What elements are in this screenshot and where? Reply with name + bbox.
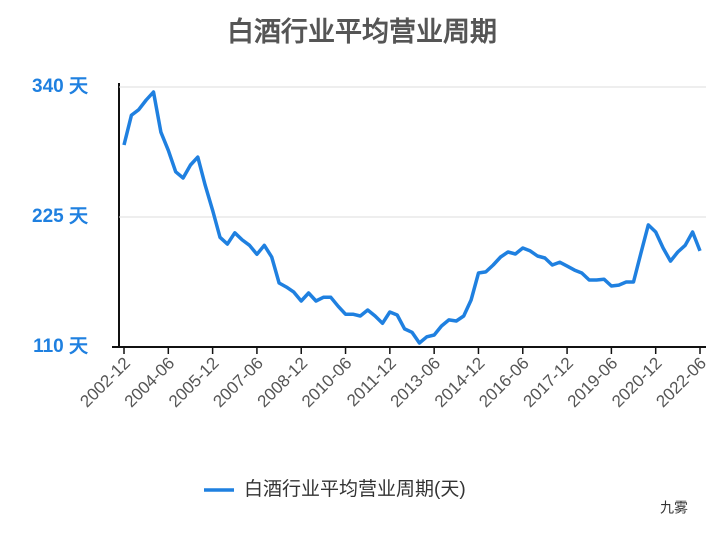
chart-title: 白酒行业平均营业周期 — [227, 16, 497, 47]
x-tick-label: 2022-06 — [652, 354, 710, 412]
legend-label: 白酒行业平均营业周期(天) — [244, 478, 466, 500]
y-tick-label: 110 天 — [33, 336, 89, 357]
data-line — [122, 90, 702, 345]
watermark: 九雾 — [660, 500, 688, 516]
x-tick-label: 2010-06 — [298, 354, 356, 412]
y-tick-label: 340 天 — [32, 76, 89, 97]
y-tick-label: 225 天 — [32, 206, 89, 227]
